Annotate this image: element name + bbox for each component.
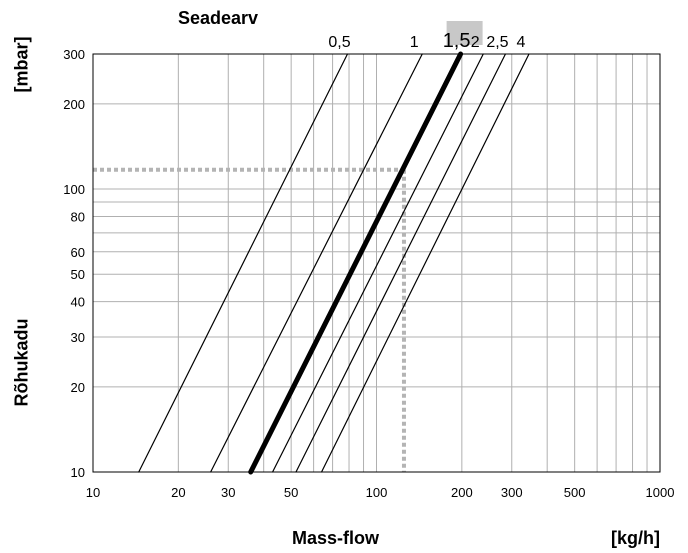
y-tick-label: 200 <box>63 97 85 112</box>
y-tick-label: 60 <box>71 245 85 260</box>
reference-lines <box>93 167 406 472</box>
y-tick-label: 10 <box>71 465 85 480</box>
series-label: 1,5 <box>443 30 471 52</box>
series-line-1-5 <box>248 51 464 475</box>
grid <box>93 54 660 472</box>
x-tick-label: 100 <box>366 485 388 500</box>
series-line-4 <box>320 53 530 473</box>
series-label: 2 <box>471 34 480 51</box>
x-tick-label: 10 <box>86 485 100 500</box>
x-tick-label: 1000 <box>646 485 675 500</box>
series-labels: 0,5 1 1,5 2 2,5 4 <box>328 21 526 52</box>
x-axis-unit: [kg/h] <box>611 528 660 548</box>
y-tick-label: 30 <box>71 330 85 345</box>
y-tick-labels: 10 20 30 40 50 60 80 100 200 300 <box>63 47 85 480</box>
y-axis-label: Rõhukadu <box>11 318 32 407</box>
x-tick-label: 20 <box>171 485 185 500</box>
x-tick-label: 50 <box>284 485 298 500</box>
x-tick-label: 200 <box>451 485 473 500</box>
series-label: 1 <box>410 34 419 51</box>
series-lines <box>138 51 530 475</box>
x-tick-label: 300 <box>501 485 523 500</box>
chart-title: Seadearv <box>178 8 259 28</box>
y-tick-label: 20 <box>71 380 85 395</box>
series-line-0-5 <box>138 53 349 473</box>
x-tick-labels: 10 20 30 50 100 200 300 500 1000 <box>86 485 675 500</box>
y-tick-label: 40 <box>71 295 85 310</box>
y-tick-label: 80 <box>71 209 85 224</box>
plot-frame <box>92 53 661 473</box>
series-line-2-5 <box>295 53 507 473</box>
y-axis-unit: [mbar] <box>11 36 32 93</box>
x-axis-label: Mass-flow <box>292 528 380 548</box>
series-line-1 <box>210 53 423 473</box>
x-tick-label: 500 <box>564 485 586 500</box>
series-label: 4 <box>517 34 526 51</box>
y-tick-label: 100 <box>63 182 85 197</box>
series-label: 2,5 <box>486 34 508 51</box>
y-tick-label: 300 <box>63 47 85 62</box>
x-tick-label: 30 <box>221 485 235 500</box>
series-label-highlight-bg <box>446 21 483 45</box>
series-label: 0,5 <box>328 34 350 51</box>
series-line-2 <box>271 53 484 473</box>
y-tick-label: 50 <box>71 267 85 282</box>
